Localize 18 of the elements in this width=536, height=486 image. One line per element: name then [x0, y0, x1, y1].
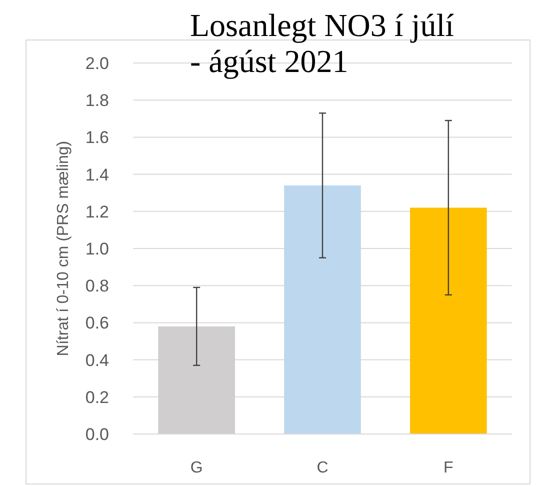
y-tick-label: 0.4 — [85, 350, 109, 370]
bar — [410, 208, 487, 434]
y-tick-label: 0.6 — [85, 314, 109, 333]
y-tick-label: 1.2 — [85, 202, 109, 222]
x-tick-label: G — [190, 460, 203, 477]
y-tick-label: 2.0 — [85, 54, 109, 73]
y-tick-label: 0.8 — [85, 276, 109, 296]
y-axis-title: Nítrat í 0-10 cm (PRS mæling) — [55, 140, 72, 356]
y-tick-label: 1.4 — [85, 165, 109, 184]
y-tick-label: 1.8 — [85, 91, 109, 110]
y-tick-label: 0.0 — [85, 424, 109, 444]
bar — [284, 185, 361, 434]
x-tick-label: F — [444, 460, 454, 477]
y-tick-label: 1.6 — [85, 128, 109, 148]
x-tick-label: C — [316, 460, 328, 477]
y-tick-label: 0.2 — [85, 388, 109, 407]
chart-title: Losanlegt NO3 í júlí - ágúst 2021 — [190, 7, 454, 79]
y-tick-label: 1.0 — [85, 239, 109, 258]
